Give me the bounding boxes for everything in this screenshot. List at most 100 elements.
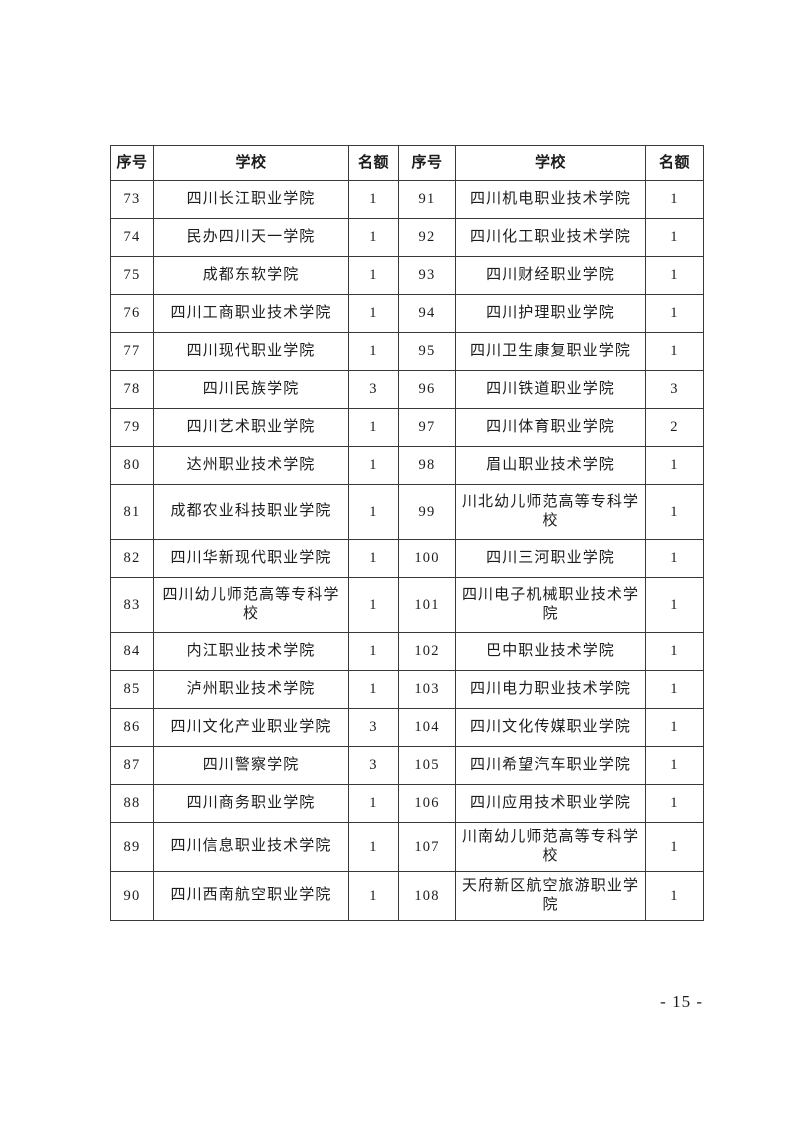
cell-quota-left: 3 — [348, 708, 399, 747]
cell-quota-right: 1 — [645, 446, 704, 485]
cell-quota-left: 1 — [348, 446, 399, 485]
cell-index-right: 97 — [398, 408, 456, 447]
cell-quota-right: 1 — [645, 670, 704, 709]
cell-index-right: 93 — [398, 256, 456, 295]
cell-index-right: 103 — [398, 670, 456, 709]
cell-index-right: 106 — [398, 784, 456, 823]
cell-school-left: 四川民族学院 — [153, 370, 349, 409]
cell-index-left: 89 — [110, 822, 154, 872]
cell-school-right: 四川电力职业技术学院 — [455, 670, 646, 709]
cell-index-left: 75 — [110, 256, 154, 295]
table-row: 88 四川商务职业学院 1 106 四川应用技术职业学院 1 — [110, 784, 704, 823]
column-header-school-left: 学校 — [153, 145, 349, 181]
table-body: 73 四川长江职业学院 1 91 四川机电职业技术学院 1 74 民办四川天一学院 1 92 四川化… — [110, 180, 704, 921]
cell-quota-left: 1 — [348, 180, 399, 219]
cell-school-right: 四川电子机械职业技术学院 — [455, 577, 646, 633]
cell-quota-left: 1 — [348, 408, 399, 447]
cell-school-right: 四川化工职业技术学院 — [455, 218, 646, 257]
cell-school-right: 四川卫生康复职业学院 — [455, 332, 646, 371]
table-row: 86 四川文化产业职业学院 3 104 四川文化传媒职业学院 1 — [110, 708, 704, 747]
cell-index-right: 100 — [398, 539, 456, 578]
cell-quota-right: 2 — [645, 408, 704, 447]
cell-school-right: 四川体育职业学院 — [455, 408, 646, 447]
table-row: 87 四川警察学院 3 105 四川希望汽车职业学院 1 — [110, 746, 704, 785]
cell-school-left: 四川警察学院 — [153, 746, 349, 785]
cell-school-left: 成都东软学院 — [153, 256, 349, 295]
cell-school-right: 四川财经职业学院 — [455, 256, 646, 295]
column-header-quota-right: 名额 — [645, 145, 704, 181]
cell-index-left: 76 — [110, 294, 154, 333]
cell-index-right: 92 — [398, 218, 456, 257]
table-row: 76 四川工商职业技术学院 1 94 四川护理职业学院 1 — [110, 294, 704, 333]
school-quota-table-container: 序号 学校 名额 序号 学校 名额 73 四川长江职业学院 1 91 四川机电职业技术学… — [110, 145, 704, 921]
cell-school-left: 四川商务职业学院 — [153, 784, 349, 823]
cell-quota-left: 1 — [348, 784, 399, 823]
cell-quota-right: 1 — [645, 256, 704, 295]
cell-index-left: 73 — [110, 180, 154, 219]
cell-school-right: 四川铁道职业学院 — [455, 370, 646, 409]
table-row: 75 成都东软学院 1 93 四川财经职业学院 1 — [110, 256, 704, 295]
cell-school-right: 四川希望汽车职业学院 — [455, 746, 646, 785]
column-header-school-right: 学校 — [455, 145, 646, 181]
cell-quota-left: 1 — [348, 871, 399, 921]
cell-quota-right: 1 — [645, 577, 704, 633]
cell-school-left: 四川幼儿师范高等专科学校 — [153, 577, 349, 633]
cell-school-right: 天府新区航空旅游职业学院 — [455, 871, 646, 921]
cell-index-left: 85 — [110, 670, 154, 709]
cell-school-left: 四川长江职业学院 — [153, 180, 349, 219]
table-row: 77 四川现代职业学院 1 95 四川卫生康复职业学院 1 — [110, 332, 704, 371]
cell-school-left: 四川华新现代职业学院 — [153, 539, 349, 578]
column-header-index-left: 序号 — [110, 145, 154, 181]
table-row: 80 达州职业技术学院 1 98 眉山职业技术学院 1 — [110, 446, 704, 485]
cell-school-left: 达州职业技术学院 — [153, 446, 349, 485]
cell-index-left: 87 — [110, 746, 154, 785]
cell-quota-left: 1 — [348, 670, 399, 709]
cell-index-left: 88 — [110, 784, 154, 823]
table-row: 73 四川长江职业学院 1 91 四川机电职业技术学院 1 — [110, 180, 704, 219]
cell-school-left: 民办四川天一学院 — [153, 218, 349, 257]
cell-quota-right: 1 — [645, 871, 704, 921]
table-row: 79 四川艺术职业学院 1 97 四川体育职业学院 2 — [110, 408, 704, 447]
cell-quota-left: 1 — [348, 822, 399, 872]
cell-index-left: 80 — [110, 446, 154, 485]
cell-index-right: 95 — [398, 332, 456, 371]
cell-school-left: 四川艺术职业学院 — [153, 408, 349, 447]
cell-quota-left: 1 — [348, 577, 399, 633]
column-header-index-right: 序号 — [398, 145, 456, 181]
cell-school-right: 四川三河职业学院 — [455, 539, 646, 578]
cell-quota-right: 1 — [645, 180, 704, 219]
cell-school-left: 内江职业技术学院 — [153, 632, 349, 671]
column-header-quota-left: 名额 — [348, 145, 399, 181]
cell-quota-right: 1 — [645, 484, 704, 540]
cell-quota-right: 3 — [645, 370, 704, 409]
cell-quota-right: 1 — [645, 784, 704, 823]
cell-school-right: 四川机电职业技术学院 — [455, 180, 646, 219]
cell-index-right: 96 — [398, 370, 456, 409]
cell-school-right: 四川应用技术职业学院 — [455, 784, 646, 823]
cell-school-right: 眉山职业技术学院 — [455, 446, 646, 485]
cell-school-left: 四川西南航空职业学院 — [153, 871, 349, 921]
cell-index-left: 86 — [110, 708, 154, 747]
table-row: 90 四川西南航空职业学院 1 108 天府新区航空旅游职业学院 1 — [110, 871, 704, 921]
table-row: 83 四川幼儿师范高等专科学校 1 101 四川电子机械职业技术学院 1 — [110, 577, 704, 633]
cell-school-left: 泸州职业技术学院 — [153, 670, 349, 709]
cell-index-right: 104 — [398, 708, 456, 747]
cell-index-left: 79 — [110, 408, 154, 447]
cell-quota-left: 3 — [348, 370, 399, 409]
page-number: - 15 - — [660, 992, 703, 1011]
table-row: 74 民办四川天一学院 1 92 四川化工职业技术学院 1 — [110, 218, 704, 257]
cell-quota-left: 3 — [348, 746, 399, 785]
cell-index-left: 78 — [110, 370, 154, 409]
cell-school-left: 四川信息职业技术学院 — [153, 822, 349, 872]
cell-index-right: 94 — [398, 294, 456, 333]
cell-index-left: 90 — [110, 871, 154, 921]
table-row: 81 成都农业科技职业学院 1 99 川北幼儿师范高等专科学校 1 — [110, 484, 704, 540]
table-header: 序号 学校 名额 序号 学校 名额 — [110, 145, 704, 181]
cell-index-left: 77 — [110, 332, 154, 371]
cell-school-left: 四川现代职业学院 — [153, 332, 349, 371]
cell-index-right: 105 — [398, 746, 456, 785]
cell-quota-left: 1 — [348, 632, 399, 671]
cell-index-left: 84 — [110, 632, 154, 671]
cell-quota-left: 1 — [348, 218, 399, 257]
